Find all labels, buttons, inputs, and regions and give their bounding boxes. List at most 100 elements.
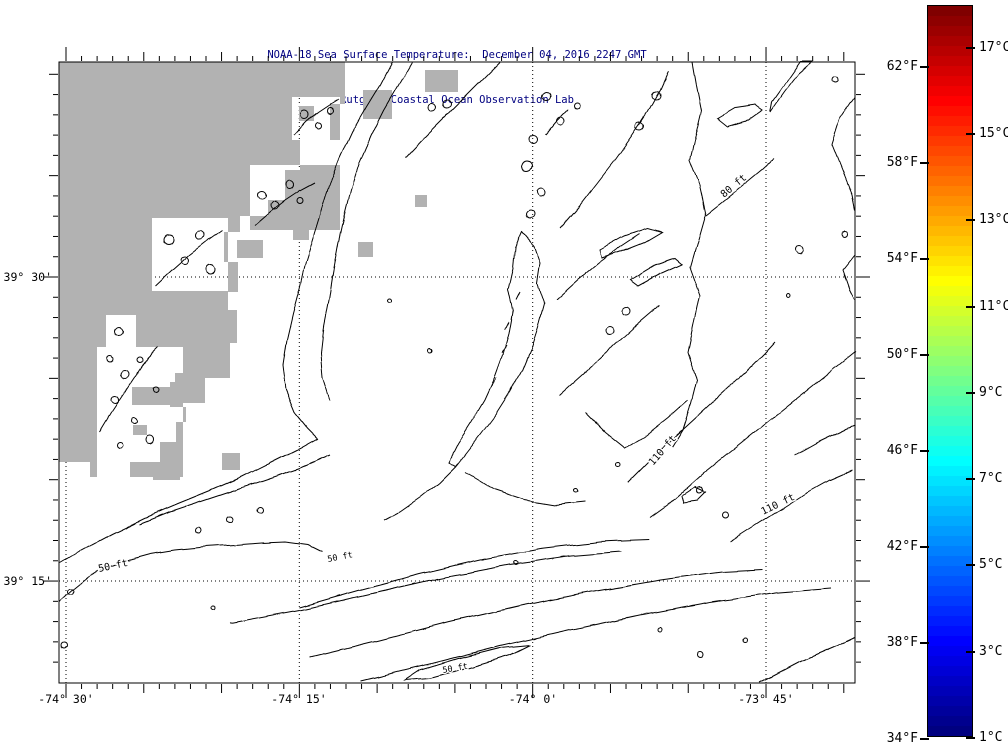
colorbar-band — [928, 86, 972, 96]
colorbar-tick — [966, 651, 975, 653]
colorbar-band — [928, 146, 972, 156]
colorbar-band — [928, 196, 972, 206]
colorbar-band — [928, 636, 972, 646]
colorbar-band — [928, 466, 972, 476]
colorbar-band — [928, 646, 972, 656]
colorbar-f-label: 62°F — [886, 59, 918, 74]
colorbar-tick — [920, 66, 929, 68]
contour-label-80ft: 80 ft — [719, 173, 749, 201]
colorbar-band — [928, 346, 972, 356]
contour-label-110ft: 110 ft — [647, 433, 679, 467]
colorbar-band — [928, 306, 972, 316]
colorbar-band — [928, 336, 972, 346]
colorbar-tick — [966, 47, 975, 49]
colorbar-band — [928, 596, 972, 606]
colorbar-band — [928, 526, 972, 536]
colorbar-band — [928, 476, 972, 486]
colorbar-band — [928, 216, 972, 226]
colorbar-band — [928, 16, 972, 26]
colorbar-tick — [966, 737, 975, 739]
lon-label-73-45: -73° 45' — [738, 692, 793, 706]
colorbar-tick — [920, 354, 929, 356]
axis-labels: 39° 30' 39° 15' -74° 30' -74° 15' -74° 0… — [4, 270, 794, 706]
lon-label-74-0: -74° 0' — [509, 692, 557, 706]
lon-label-74-15: -74° 15' — [271, 692, 326, 706]
colorbar-f-label: 42°F — [886, 539, 918, 554]
colorbar-band — [928, 176, 972, 186]
colorbar-band — [928, 106, 972, 116]
colorbar-band — [928, 436, 972, 446]
colorbar-tick — [920, 738, 929, 740]
colorbar-tick — [966, 478, 975, 480]
colorbar-tick — [966, 133, 975, 135]
colorbar-band — [928, 726, 972, 736]
temperature-colorbar — [927, 5, 973, 737]
contour-label-50ft-c: 50 ft — [442, 662, 469, 676]
colorbar-band — [928, 716, 972, 726]
map-title: NOAA-18 Sea Surface Temperature: Decembe… — [267, 49, 647, 61]
colorbar-band — [928, 266, 972, 276]
colorbar-c-label: 17°C — [979, 40, 1008, 55]
colorbar-band — [928, 416, 972, 426]
colorbar-band — [928, 516, 972, 526]
lon-label-74-30: -74° 30' — [38, 692, 93, 706]
colorbar-c-label: 13°C — [979, 212, 1008, 227]
colorbar-band — [928, 136, 972, 146]
axis-ticks — [44, 47, 870, 698]
colorbar-band — [928, 586, 972, 596]
colorbar-band — [928, 356, 972, 366]
colorbar-c-label: 3°C — [979, 644, 1003, 659]
colorbar-c-label: 9°C — [979, 385, 1003, 400]
bathymetry-contours — [58, 61, 856, 684]
colorbar-band — [928, 56, 972, 66]
colorbar-tick — [920, 546, 929, 548]
colorbar-tick — [966, 392, 975, 394]
colorbar-band — [928, 236, 972, 246]
colorbar-f-label: 50°F — [886, 347, 918, 362]
colorbar-band — [928, 506, 972, 516]
colorbar-c-label: 15°C — [979, 126, 1008, 141]
colorbar-band — [928, 286, 972, 296]
colorbar-f-label: 34°F — [886, 731, 918, 746]
colorbar-band — [928, 616, 972, 626]
lat-label-39-15: 39° 15' — [4, 574, 52, 588]
colorbar-band — [928, 566, 972, 576]
colorbar-band — [928, 386, 972, 396]
colorbar-band — [928, 546, 972, 556]
colorbar-c-label: 7°C — [979, 471, 1003, 486]
colorbar-band — [928, 676, 972, 686]
colorbar-c-label: 11°C — [979, 299, 1008, 314]
colorbar-band — [928, 36, 972, 46]
colorbar-band — [928, 686, 972, 696]
colorbar-tick — [920, 450, 929, 452]
colorbar-band — [928, 406, 972, 416]
colorbar-band — [928, 666, 972, 676]
colorbar-c-label: 1°C — [979, 730, 1003, 745]
colorbar-f-label: 54°F — [886, 251, 918, 266]
lat-label-39-30: 39° 30' — [4, 270, 52, 284]
colorbar-f-label: 58°F — [886, 155, 918, 170]
contour-labels: 50 ft 50 ft 50 ft 80 ft 110 ft 110 ft — [96, 171, 798, 677]
contour-label-50ft: 50 ft — [97, 558, 129, 575]
colorbar-band — [928, 326, 972, 336]
colorbar-tick — [920, 642, 929, 644]
colorbar-band — [928, 396, 972, 406]
colorbar-band — [928, 556, 972, 566]
colorbar-band — [928, 6, 972, 16]
title-block: NOAA-18 Sea Surface Temperature: Decembe… — [59, 18, 855, 138]
colorbar-band — [928, 446, 972, 456]
colorbar-tick — [966, 564, 975, 566]
colorbar-tick — [920, 162, 929, 164]
colorbar-band — [928, 536, 972, 546]
colorbar-tick — [966, 306, 975, 308]
colorbar-band — [928, 486, 972, 496]
colorbar-band — [928, 166, 972, 176]
colorbar-band — [928, 116, 972, 126]
colorbar-band — [928, 366, 972, 376]
graticule-gridlines — [59, 62, 855, 683]
colorbar-f-label: 38°F — [886, 635, 918, 650]
contour-label-50ft-b: 50 ft — [327, 550, 354, 565]
map-frame — [58, 61, 856, 684]
